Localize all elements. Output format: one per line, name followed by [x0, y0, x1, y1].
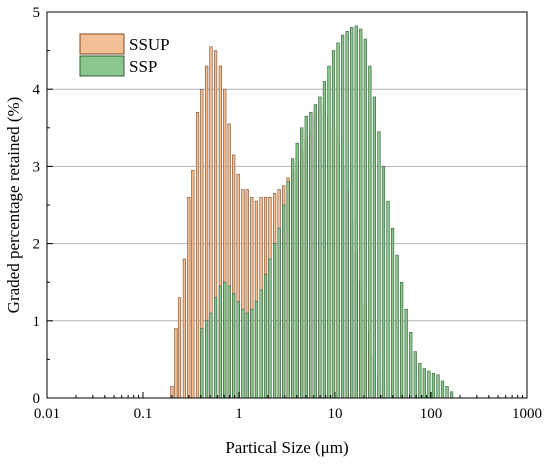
bar-ssp-15 — [268, 258, 272, 399]
bar-ssup-6 — [195, 112, 200, 399]
bar-ssp-35 — [359, 28, 363, 399]
bar-ssp-51 — [431, 372, 436, 399]
x-axis-label: Partical Size (μm) — [225, 438, 348, 457]
bar-ssp-6 — [227, 285, 231, 399]
bar-ssp-37 — [368, 65, 372, 399]
bar-ssp-50 — [427, 370, 431, 399]
x-tick-label-5: 1000 — [512, 406, 542, 422]
bar-ssp-32 — [345, 30, 349, 399]
bar-ssp-41 — [386, 200, 390, 399]
bar-ssp-34 — [354, 25, 358, 399]
x-tick-label-0: 0.01 — [34, 406, 60, 422]
bar-ssp-17 — [277, 227, 281, 399]
bar-ssp-43 — [395, 254, 399, 399]
bar-ssp-39 — [377, 131, 381, 399]
y-tick-label-1: 1 — [33, 314, 41, 330]
bar-ssup-2 — [177, 297, 182, 399]
bar-ssp-45 — [404, 308, 408, 399]
bar-ssp-22 — [300, 127, 304, 399]
y-tick-label-2: 2 — [33, 237, 41, 253]
y-tick-label-5: 5 — [33, 5, 41, 21]
bar-ssp-29 — [331, 50, 336, 399]
bar-ssp-55 — [449, 391, 454, 399]
bar-ssp-49 — [422, 368, 426, 399]
bar-ssup-3 — [182, 258, 187, 399]
bar-ssp-47 — [413, 351, 417, 399]
x-tick-label-1: 0.1 — [134, 406, 153, 422]
bar-ssp-26 — [318, 96, 322, 399]
bar-ssp-53 — [440, 380, 445, 399]
bar-ssp-12 — [254, 301, 259, 399]
tick-labels: 0.01 0.1 1 10 100 1000 0 1 2 3 4 5 — [33, 5, 543, 422]
bar-ssup-1 — [174, 328, 178, 399]
bar-ssp-16 — [273, 243, 277, 399]
bar-ssp-1 — [205, 320, 209, 399]
bar-ssp-3 — [213, 297, 218, 399]
bar-ssp-23 — [304, 115, 308, 399]
y-tick-label-3: 3 — [33, 159, 41, 175]
bar-ssp-54 — [445, 386, 449, 399]
bar-ssp-36 — [363, 38, 367, 399]
bar-ssp-11 — [250, 308, 254, 399]
plot-frame — [46, 11, 528, 399]
bar-ssp-2 — [209, 312, 213, 399]
bar-ssp-18 — [282, 204, 286, 399]
bar-ssp-20 — [291, 158, 295, 399]
bar-ssp-30 — [336, 42, 340, 399]
x-tick-label-3: 10 — [328, 406, 343, 422]
bar-ssp-33 — [350, 27, 354, 399]
legend-label-ssup: SSUP — [129, 35, 170, 54]
bar-ssp-9 — [241, 308, 245, 399]
bar-ssp-31 — [340, 34, 345, 399]
bar-ssp-42 — [390, 227, 395, 399]
y-tick-label-0: 0 — [33, 391, 41, 407]
bar-ssp-44 — [400, 281, 404, 399]
legend: SSUP SSP — [79, 33, 170, 77]
bar-ssp-38 — [372, 96, 377, 399]
bar-ssp-27 — [322, 81, 327, 399]
bar-ssp-24 — [309, 112, 313, 399]
bar-ssp-5 — [223, 281, 227, 399]
bar-ssp-25 — [313, 104, 317, 399]
bar-ssup-4 — [187, 196, 191, 399]
legend-swatch-ssup — [79, 33, 125, 55]
x-tick-label-4: 100 — [420, 406, 443, 422]
bar-ssp-4 — [218, 285, 222, 399]
bar-ssp-7 — [232, 293, 236, 399]
bar-ssp-8 — [236, 301, 240, 399]
bar-ssp-14 — [263, 274, 268, 399]
bar-ssp-48 — [418, 362, 422, 399]
x-tick-label-2: 1 — [235, 406, 243, 422]
bar-ssp-28 — [327, 65, 331, 399]
y-tick-label-4: 4 — [33, 82, 41, 98]
bar-ssp-13 — [259, 289, 263, 399]
bar-ssp-46 — [409, 332, 413, 399]
bar-ssp-10 — [245, 312, 249, 399]
y-axis-label: Graded percentage retained (%) — [4, 97, 23, 314]
legend-swatch-ssp — [79, 55, 125, 77]
bar-ssp-40 — [381, 166, 386, 399]
bar-ssp-21 — [295, 142, 299, 399]
bar-ssp-19 — [286, 181, 290, 399]
bar-ssup-5 — [191, 169, 195, 399]
bar-ssp-52 — [436, 374, 440, 399]
bar-ssp-0 — [200, 328, 204, 399]
legend-label-ssp: SSP — [129, 57, 157, 76]
